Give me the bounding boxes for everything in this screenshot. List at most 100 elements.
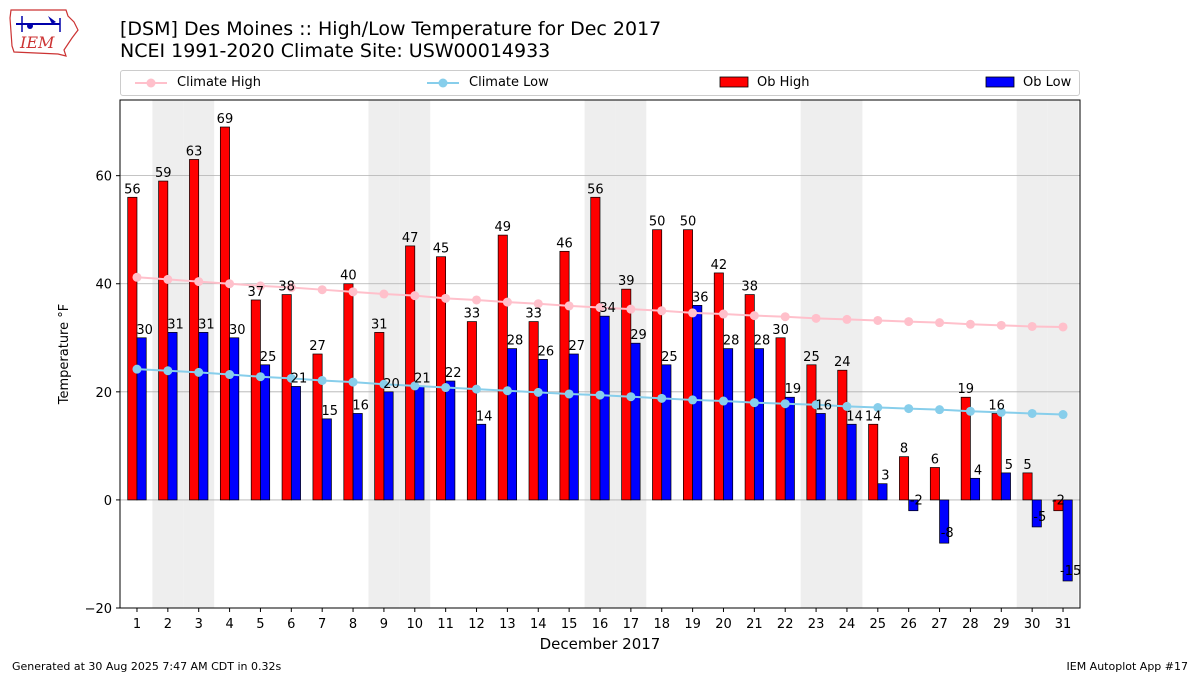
ob-high-bar: [466, 321, 477, 501]
ob-high-bar: [868, 423, 879, 501]
ob-low-bar: [1000, 472, 1011, 501]
climate-low-point: [595, 390, 605, 400]
ob-low-value-label: 14: [846, 409, 863, 424]
x-tick-label: 4: [225, 617, 233, 632]
ob-low-value-label: 16: [352, 398, 369, 413]
ob-high-value-label: 27: [309, 339, 326, 354]
climate-high-point: [996, 320, 1006, 330]
climate-low-point: [965, 406, 975, 416]
climate-low-point: [317, 375, 327, 385]
climate-high-point: [780, 312, 790, 322]
ob-low-value-label: 14: [476, 409, 493, 424]
ob-high-bar: [960, 396, 971, 501]
climate-high-point: [564, 301, 574, 311]
x-tick-label: 18: [653, 617, 670, 632]
ob-high-value-label: 5: [1023, 458, 1031, 473]
weekend-shade: [1016, 100, 1048, 608]
climate-low-point: [749, 398, 759, 408]
x-tick-label: 31: [1055, 617, 1072, 632]
x-tick-label: 12: [468, 617, 485, 632]
ob-high-value-label: 49: [494, 220, 511, 235]
ob-low-bar: [1031, 499, 1042, 528]
x-tick-label: 1: [133, 617, 141, 632]
ob-low-value-label: 25: [661, 350, 678, 365]
ob-low-bar: [877, 483, 888, 501]
ob-high-bar: [189, 159, 200, 501]
chart-title-line2: NCEI 1991-2020 Climate Site: USW00014933: [120, 40, 551, 62]
climate-low-point: [255, 372, 265, 382]
ob-low-bar: [476, 423, 487, 501]
x-tick-label: 3: [195, 617, 203, 632]
legend-ob-high-label: Ob High: [757, 75, 810, 90]
ob-high-value-label: 50: [680, 215, 697, 230]
ob-high-value-label: 42: [711, 258, 728, 273]
climate-high-point: [842, 314, 852, 324]
climate-high-point: [317, 285, 327, 295]
weekend-shade: [800, 100, 832, 608]
legend-ob-low-label: Ob Low: [1023, 75, 1072, 90]
ob-low-value-label: 21: [291, 371, 308, 386]
climate-high-point: [749, 311, 759, 321]
ob-low-bar: [753, 348, 764, 501]
climate-low-point: [410, 381, 420, 391]
ob-high-value-label: 46: [556, 236, 573, 251]
ob-low-bar: [507, 348, 518, 501]
climate-low-point: [348, 377, 358, 387]
ob-low-bar: [352, 413, 363, 501]
ob-high-value-label: 33: [525, 307, 542, 322]
ob-low-value-label: -5: [1033, 510, 1046, 525]
iem-logo-text: IEM: [19, 33, 55, 52]
ob-high-bar: [219, 126, 230, 501]
ob-high-value-label: 30: [772, 323, 789, 338]
climate-high-point: [255, 281, 265, 291]
ob-high-bar: [991, 413, 1002, 501]
ob-low-bar: [908, 499, 919, 512]
ob-low-bar: [815, 413, 826, 501]
x-tick-label: 16: [592, 617, 609, 632]
ob-high-value-label: 19: [958, 382, 975, 397]
ob-low-value-label: 30: [136, 323, 153, 338]
ob-low-value-label: 28: [507, 334, 524, 349]
ob-high-bar: [281, 294, 292, 501]
climate-low-point: [626, 392, 636, 402]
climate-low-point: [225, 370, 235, 380]
x-tick-label: 29: [993, 617, 1010, 632]
climate-high-point: [811, 313, 821, 323]
ob-high-value-label: 56: [124, 182, 141, 197]
x-tick-label: 7: [318, 617, 326, 632]
climate-high-point: [904, 317, 914, 327]
climate-low-point: [873, 403, 883, 413]
ob-low-value-label: 19: [785, 382, 802, 397]
x-tick-label: 13: [499, 617, 516, 632]
climate-low-point: [811, 400, 821, 410]
ob-low-bar: [723, 348, 734, 501]
x-tick-label: 23: [808, 617, 825, 632]
ob-low-bar: [599, 315, 610, 501]
climate-high-point: [472, 295, 482, 305]
x-tick-label: 24: [839, 617, 856, 632]
climate-high-point: [225, 279, 235, 289]
x-tick-label: 2: [164, 617, 172, 632]
climate-low-point: [533, 387, 543, 397]
ob-high-bar: [497, 234, 508, 501]
ob-high-bar: [775, 337, 786, 501]
ob-high-bar: [682, 229, 693, 501]
chart-title-line1: [DSM] Des Moines :: High/Low Temperature…: [120, 18, 662, 40]
ob-high-bar: [312, 353, 323, 501]
climate-high-point: [935, 318, 945, 328]
ob-high-value-label: 50: [649, 215, 666, 230]
ob-high-bar: [127, 196, 138, 501]
ob-high-value-label: 16: [988, 398, 1005, 413]
ob-high-bar: [436, 256, 447, 501]
ob-high-value-label: 59: [155, 166, 172, 181]
ob-low-bar: [445, 380, 456, 501]
x-tick-label: 30: [1024, 617, 1041, 632]
ob-low-bar: [630, 342, 641, 501]
ob-low-bar: [260, 364, 271, 501]
iem-logo: IEM: [8, 6, 82, 60]
climate-low-point: [379, 379, 389, 389]
ob-high-bar: [343, 283, 354, 501]
x-tick-label: 27: [931, 617, 948, 632]
ob-low-bar: [784, 396, 795, 501]
